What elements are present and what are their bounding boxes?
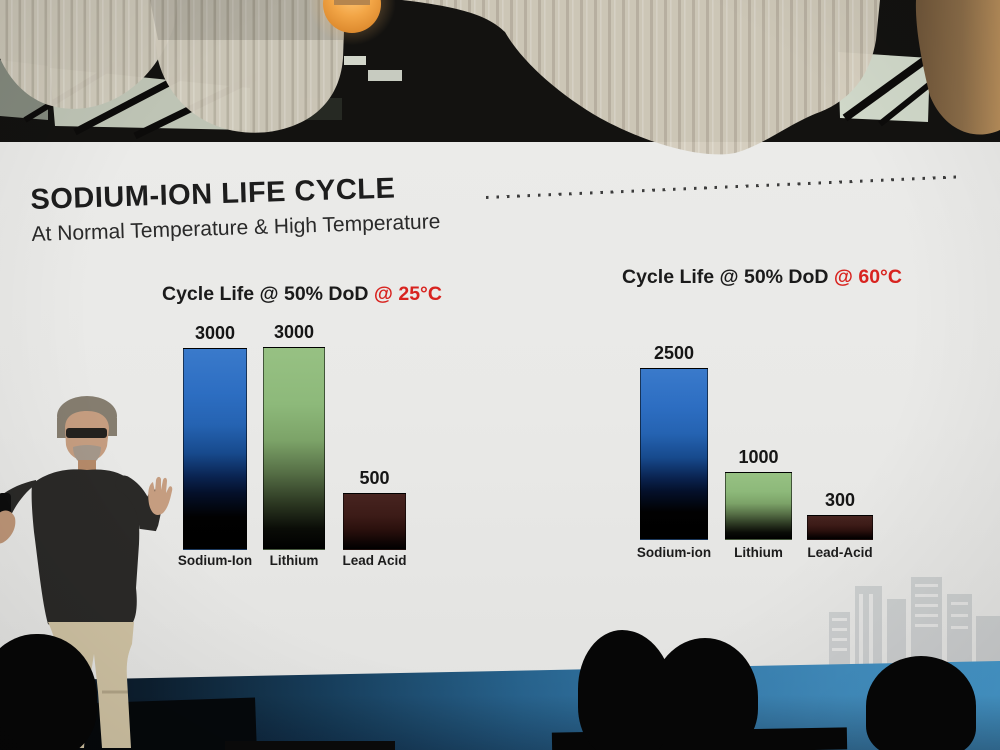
bar-sodium-ion: [183, 348, 247, 550]
chart1-title-temperature: @ 25°C: [373, 283, 442, 305]
city-skyline-watermark: [829, 577, 1000, 668]
laptop-edge: [225, 741, 395, 750]
presenter-glasses: [66, 428, 107, 438]
bar-group-lead-acid: 300: [807, 491, 873, 540]
presenter-left-hand: [0, 510, 16, 544]
bar-lithium: [263, 347, 325, 550]
chart1-category-labels: Sodium-Ion Lithium Lead Acid: [177, 553, 408, 568]
drape-far-left: [0, 0, 178, 109]
audience-head: [0, 634, 97, 750]
bar-lead-acid: [343, 493, 406, 550]
fabric-drapes: [0, 0, 1000, 155]
chart2-category-labels: Sodium-ion Lithium Lead-Acid: [636, 545, 873, 560]
bar-sodium-ion: [640, 368, 708, 540]
drape-right-tan: [915, 0, 1000, 135]
drape-right-large: [402, 0, 880, 155]
category-label: Lithium: [269, 553, 319, 568]
category-label: Lithium: [734, 545, 783, 560]
chart2-bars: 2500 1000 300: [640, 340, 873, 540]
presenter-jacket: [31, 469, 140, 630]
bar-lead-acid: [807, 515, 873, 540]
chart2-title: Cycle Life @ 50% DoD @ 60°C: [622, 266, 902, 289]
audience-head: [652, 638, 758, 750]
category-label: Lead-Acid: [807, 545, 873, 560]
presenter-right-hand: [148, 476, 173, 515]
chart2-title-text: Cycle Life @ 50% DoD: [622, 266, 829, 288]
chart2-title-temperature: @ 60°C: [833, 266, 902, 288]
bar-group-lithium: 3000: [263, 323, 325, 550]
bar-value: 1000: [738, 447, 779, 467]
slide-title: SODIUM-ION LIFE CYCLE: [30, 172, 396, 216]
bar-value: 2500: [653, 343, 695, 363]
chart1-title: Cycle Life @ 50% DoD @ 25°C: [162, 283, 442, 306]
category-label: Lead Acid: [342, 553, 407, 568]
category-label: Sodium-ion: [636, 545, 712, 560]
chart1-title-text: Cycle Life @ 50% DoD: [162, 283, 369, 305]
bar-value: 3000: [194, 323, 236, 343]
bar-value: 500: [359, 468, 390, 488]
bar-group-sodium-ion: 2500: [640, 344, 708, 540]
slide-subtitle: At Normal Temperature & High Temperature: [31, 210, 441, 246]
audience-head: [866, 656, 976, 750]
chart1-bars: 3000 3000 500: [183, 305, 408, 550]
dotted-divider-line: [485, 175, 962, 199]
bar-group-lead-acid: 500: [343, 469, 406, 550]
drape-left-center: [150, 0, 345, 133]
bar-value: 300: [824, 490, 856, 510]
slide-header: SODIUM-ION LIFE CYCLE At Normal Temperat…: [30, 171, 441, 247]
ceiling-and-drapes: [0, 0, 1000, 155]
bar-lithium: [725, 472, 792, 540]
bar-group-sodium-ion: 3000: [183, 324, 247, 550]
bar-value: 3000: [273, 322, 315, 342]
category-label: Sodium-Ion: [177, 553, 253, 568]
ceiling-light: [308, 0, 396, 54]
bar-group-lithium: 1000: [725, 448, 792, 540]
